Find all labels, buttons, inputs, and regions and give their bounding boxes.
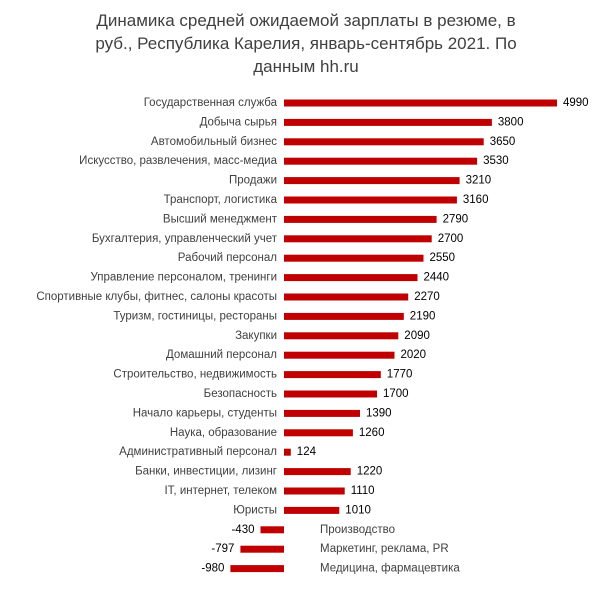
data-label: 1260 xyxy=(359,427,385,439)
data-label: 3650 xyxy=(490,136,516,148)
category-label: Маркетинг, реклама, PR xyxy=(320,543,449,555)
data-label: 4990 xyxy=(563,97,589,109)
category-label: Рабочий персонал xyxy=(178,252,277,264)
bar xyxy=(284,138,484,146)
bar xyxy=(240,545,284,553)
category-label: Строительство, недвижимость xyxy=(113,369,277,381)
bar xyxy=(284,157,478,165)
bar xyxy=(284,351,395,359)
bar xyxy=(284,468,351,476)
plot-area: 4990 Государственная служба 3800 Добыча сыр… xyxy=(36,97,588,575)
category-label: Туризм, гостиницы, рестораны xyxy=(113,310,277,322)
bar xyxy=(284,390,377,398)
bar xyxy=(284,235,432,243)
bar xyxy=(284,312,404,320)
category-label: Административный персонал xyxy=(119,446,277,458)
category-label: Производство xyxy=(320,524,395,536)
data-label: 1110 xyxy=(351,485,375,497)
data-label: 2190 xyxy=(410,310,436,322)
data-label: 1700 xyxy=(383,388,409,400)
data-label: 124 xyxy=(297,446,317,458)
data-label: 2700 xyxy=(438,233,464,245)
data-label: 1390 xyxy=(366,407,392,419)
data-label: 2270 xyxy=(414,291,440,303)
bar xyxy=(260,526,284,534)
category-label: Закупки xyxy=(235,330,277,342)
category-label: Искусство, развлечения, масс-медиа xyxy=(79,155,277,167)
bar xyxy=(284,429,353,437)
bar xyxy=(284,332,399,340)
data-label: -980 xyxy=(201,563,224,575)
category-label: Юристы xyxy=(233,504,277,516)
category-label: Продажи xyxy=(229,175,277,187)
bar xyxy=(284,177,460,185)
data-label: 2550 xyxy=(430,252,456,264)
chart-title: Динамика средней ожидаемой зарплаты в ре… xyxy=(95,11,516,76)
category-label: Безопасность xyxy=(204,388,277,400)
category-label: Автомобильный бизнес xyxy=(151,136,277,148)
chart-title-line-1: Динамика средней ожидаемой зарплаты в ре… xyxy=(96,11,515,30)
data-label: -797 xyxy=(211,543,234,555)
data-label: 2440 xyxy=(424,272,450,284)
bar xyxy=(284,118,492,126)
data-label: 1220 xyxy=(357,466,383,478)
category-label: Банки, инвестиции, лизинг xyxy=(135,466,277,478)
data-label: 3160 xyxy=(463,194,489,206)
data-label: 2020 xyxy=(401,349,427,361)
data-label: 2790 xyxy=(443,213,469,225)
data-label: 1010 xyxy=(345,504,371,516)
category-label: Наука, образование xyxy=(170,427,277,439)
bar xyxy=(284,274,418,282)
category-label: Бухгалтерия, управленческий учет xyxy=(92,233,278,245)
data-label: -430 xyxy=(231,524,254,536)
data-label: 3530 xyxy=(483,155,509,167)
bar xyxy=(284,196,457,204)
bar xyxy=(284,293,409,301)
category-label: Транспорт, логистика xyxy=(164,194,278,206)
bar xyxy=(230,565,284,573)
data-label: 3800 xyxy=(498,116,524,128)
category-label: Начало карьеры, студенты xyxy=(133,407,277,419)
category-label: Высший менеджмент xyxy=(163,213,278,225)
bar xyxy=(284,254,424,262)
category-label: Государственная служба xyxy=(144,97,278,109)
bar xyxy=(284,371,381,379)
category-label: Добыча сырья xyxy=(200,116,277,128)
bar xyxy=(284,487,345,495)
chart-title-line-2: руб., Республика Карелия, январь-сентябр… xyxy=(95,34,516,53)
bar xyxy=(284,215,437,223)
data-label: 3210 xyxy=(466,175,492,187)
bar xyxy=(284,409,360,417)
category-label: IT, интернет, телеком xyxy=(164,485,277,497)
bar xyxy=(284,506,340,514)
data-label: 1770 xyxy=(387,369,413,381)
category-label: Домашний персонал xyxy=(166,349,277,361)
data-label: 2090 xyxy=(404,330,430,342)
chart-title-line-3: данным hh.ru xyxy=(253,57,359,76)
category-label: Спортивные клубы, фитнес, салоны красоты xyxy=(36,291,277,303)
bar xyxy=(284,99,557,107)
category-label: Медицина, фармацевтика xyxy=(320,563,460,575)
category-label: Управление персоналом, тренинги xyxy=(91,272,278,284)
bar xyxy=(284,448,291,456)
